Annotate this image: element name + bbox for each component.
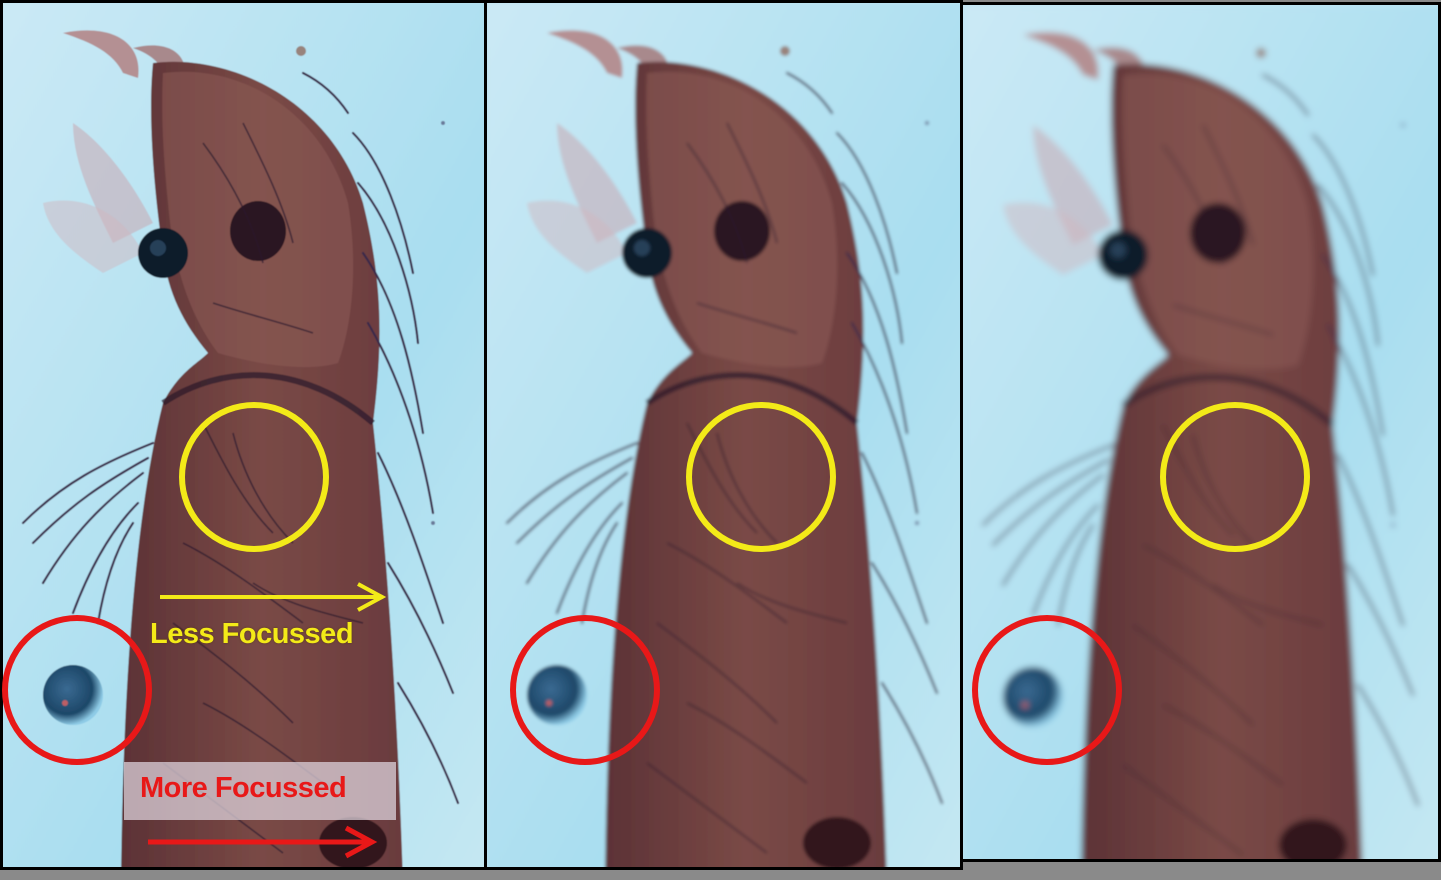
image-panel-sharp xyxy=(0,0,487,870)
less-focussed-label: Less Focussed xyxy=(150,618,354,650)
specimen-image-blurred xyxy=(963,5,1438,859)
specimen-image-medium xyxy=(487,3,960,867)
more-focussed-label-background xyxy=(124,762,396,820)
specimen-image-sharp xyxy=(3,3,484,867)
image-panel-blurred xyxy=(960,2,1441,862)
more-focussed-label: More Focussed xyxy=(140,772,347,804)
image-panel-medium xyxy=(484,0,963,870)
